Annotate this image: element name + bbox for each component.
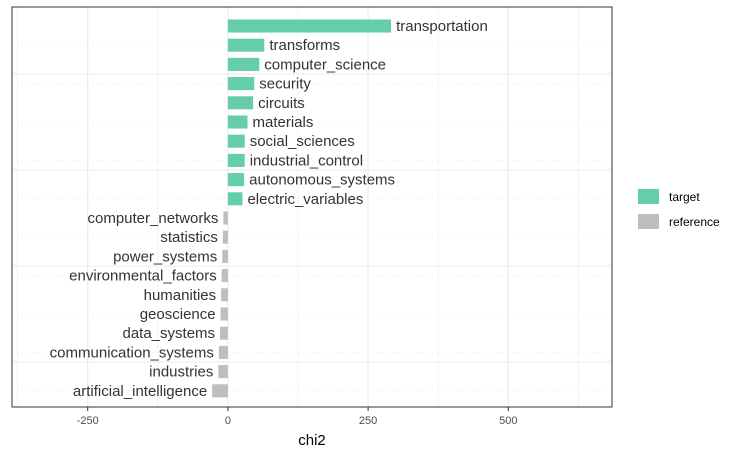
bar-industrial-control: [227, 153, 245, 167]
bar-materials: [227, 115, 248, 129]
bar-data-systems: [220, 326, 228, 340]
bar-power-systems: [222, 249, 228, 263]
bar-label: communication_systems: [50, 344, 214, 361]
bar-label: industries: [149, 364, 213, 381]
bar-label: security: [259, 76, 311, 93]
bar-label: humanities: [144, 287, 217, 304]
bar-communication-systems: [218, 345, 228, 359]
bar-label: social_sciences: [250, 133, 355, 150]
bar-label: industrial_control: [250, 152, 363, 169]
x-tick-label: 500: [499, 415, 517, 427]
bar-label: transforms: [269, 37, 340, 54]
bar-label: computer_networks: [87, 210, 218, 227]
bar-transforms: [227, 38, 265, 52]
bar-label: power_systems: [113, 248, 217, 265]
bar-circuits: [227, 96, 254, 110]
bars: [212, 19, 392, 398]
legend-key-reference: [638, 214, 659, 229]
legend-key-target: [638, 189, 659, 204]
bar-transportation: [227, 19, 392, 33]
bar-label: statistics: [160, 229, 218, 246]
bar-label: transportation: [396, 18, 488, 35]
bar-labels: transportation transforms computer_science…: [50, 18, 488, 400]
bar-geoscience: [220, 307, 228, 321]
bar-autonomous-systems: [227, 173, 245, 187]
bar-label: materials: [253, 114, 314, 131]
legend-label-reference: reference: [669, 215, 720, 229]
x-tick-label: -250: [77, 415, 99, 427]
bar-label: electric_variables: [247, 191, 363, 208]
x-axis-title: chi2: [298, 432, 326, 449]
bar-label: data_systems: [122, 325, 215, 342]
bar-computer-networks: [223, 211, 228, 225]
bar-electric-variables: [227, 192, 243, 206]
bar-security: [227, 77, 255, 91]
x-tick-label: 0: [225, 415, 231, 427]
bar-computer-science: [227, 57, 260, 71]
bar-humanities: [221, 288, 228, 302]
bar-label: artificial_intelligence: [73, 383, 207, 400]
grid-major: [12, 7, 612, 407]
bar-label: computer_science: [264, 56, 386, 73]
bar-label: environmental_factors: [69, 268, 217, 285]
x-tick-label: 250: [359, 415, 377, 427]
bar-label: geoscience: [140, 306, 216, 323]
bar-environmental-factors: [221, 269, 228, 283]
legend: target reference: [638, 189, 720, 229]
bar-industries: [218, 365, 228, 379]
bar-social-sciences: [227, 134, 245, 148]
bar-statistics: [222, 230, 228, 244]
legend-label-target: target: [669, 190, 700, 204]
bar-label: circuits: [258, 95, 305, 112]
x-axis-ticks: -250 0 250 500: [77, 407, 517, 427]
bar-artificial-intelligence: [212, 384, 228, 398]
bar-label: autonomous_systems: [249, 172, 395, 189]
panel-border: [11, 6, 613, 408]
